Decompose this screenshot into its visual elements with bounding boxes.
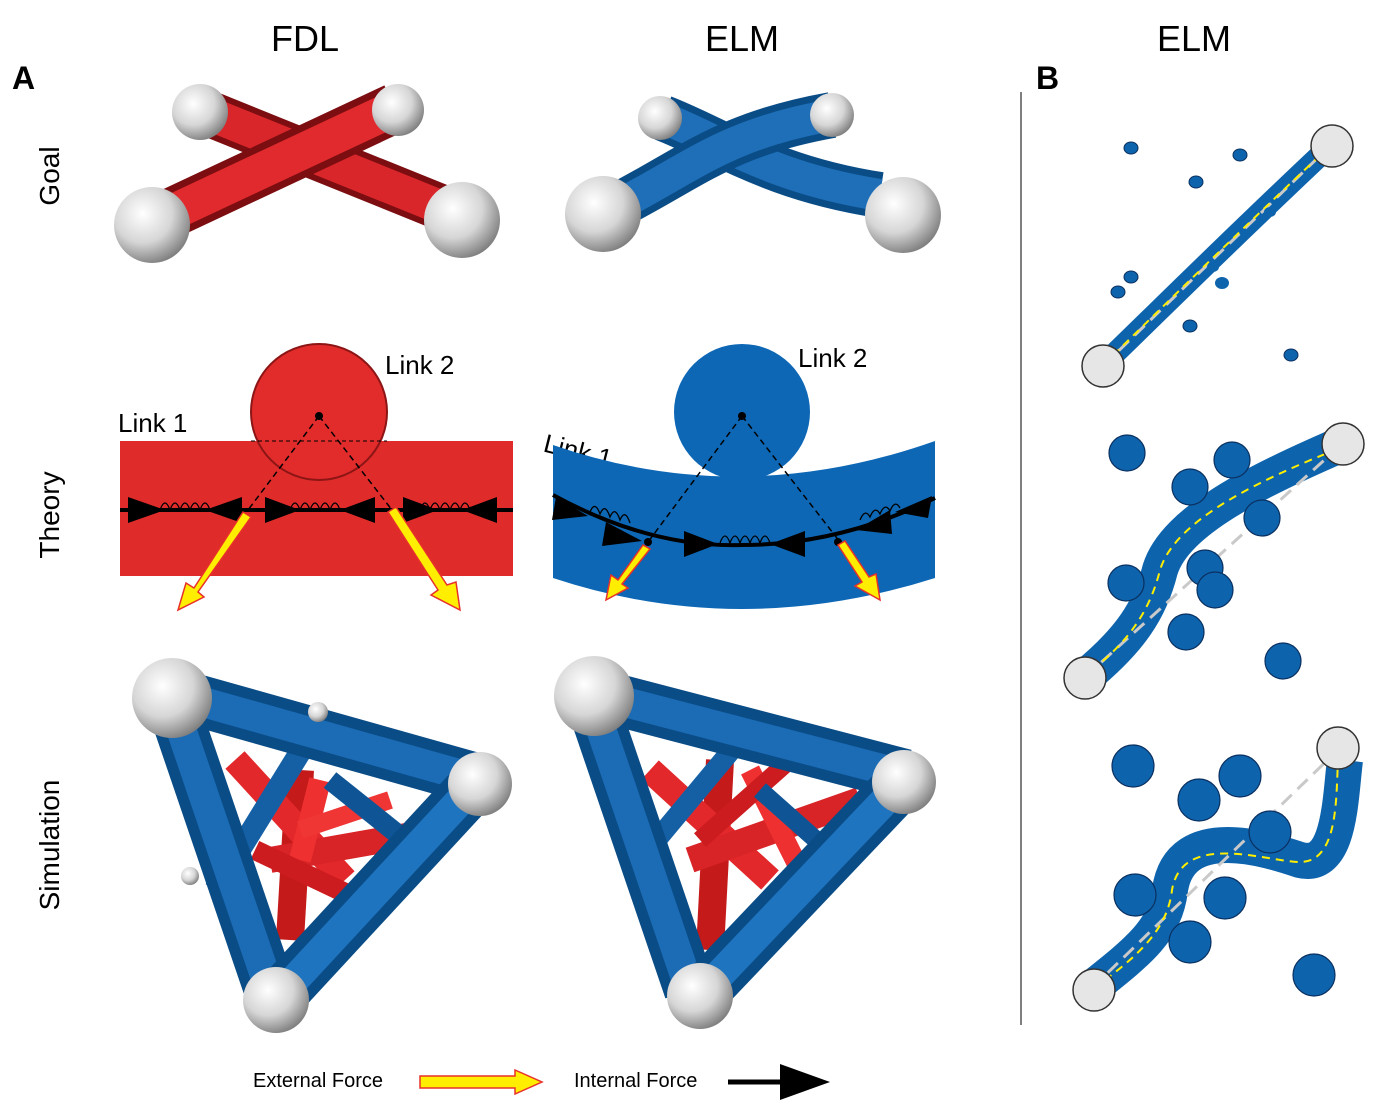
fdl-theory bbox=[120, 343, 513, 612]
fdl-goal-rods bbox=[114, 84, 500, 263]
column-header-fdl: FDL bbox=[270, 18, 340, 59]
legend-external-label: External Force bbox=[253, 1070, 384, 1092]
elm-link2-label: Link 2 bbox=[798, 343, 868, 373]
elm-simulation bbox=[554, 656, 936, 1029]
elm-link1-band bbox=[553, 441, 935, 609]
panel-letter-a: A bbox=[12, 60, 36, 96]
panel-letter-b: B bbox=[1036, 60, 1060, 96]
fdl-link1-label: Link 1 bbox=[118, 408, 188, 438]
fdl-link2-label: Link 2 bbox=[385, 350, 455, 380]
fdl-simulation bbox=[132, 658, 512, 1033]
elm-theory bbox=[552, 344, 936, 609]
elm-b-scene-1 bbox=[1081, 124, 1354, 388]
elm-b-scene-3 bbox=[1072, 726, 1363, 1012]
legend-internal-arrow bbox=[728, 1064, 830, 1100]
elm-goal-rods bbox=[565, 92, 941, 253]
legend-internal-label: Internal Force bbox=[574, 1070, 698, 1092]
elm-b-scene-2 bbox=[1063, 422, 1365, 700]
column-header-elm-b: ELM bbox=[1156, 18, 1232, 59]
column-header-elm: ELM bbox=[704, 18, 780, 59]
legend-external-arrow bbox=[419, 1068, 544, 1096]
